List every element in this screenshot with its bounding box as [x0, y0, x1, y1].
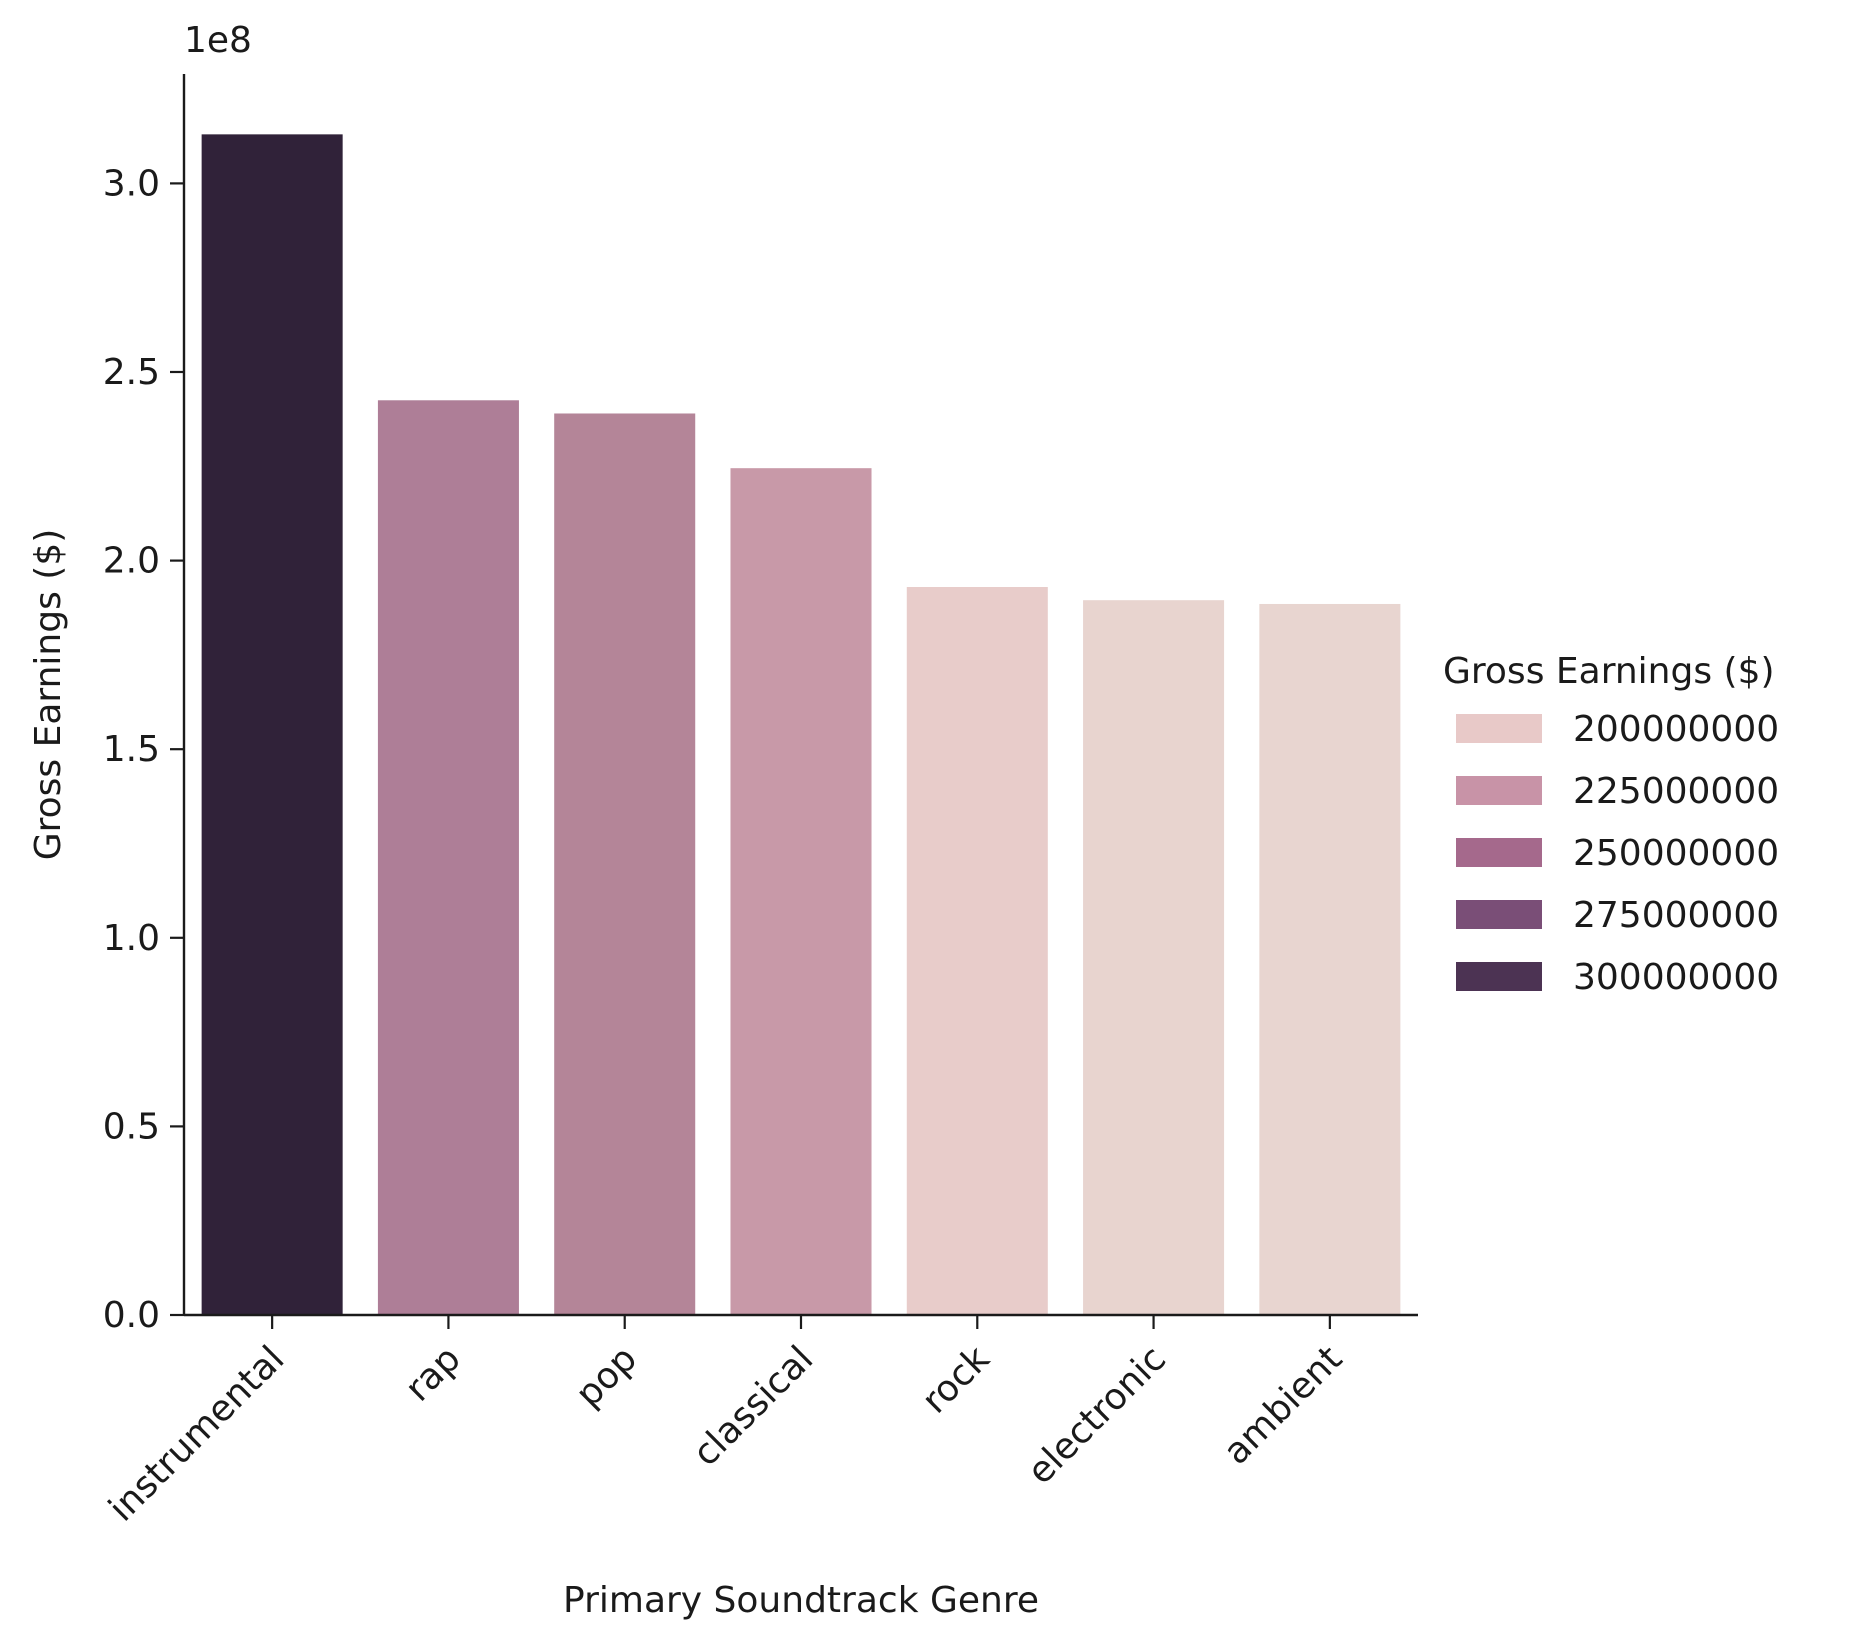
bar-ambient — [1259, 603, 1401, 1315]
legend-entry-label: 200000000 — [1573, 709, 1779, 750]
bar-rock — [906, 586, 1048, 1315]
labels-layer: 1e8 Primary Soundtrack Genre Gross Earni… — [28, 20, 1039, 1621]
bar-instrumental — [201, 134, 343, 1316]
x-tick-label-rock: rock — [914, 1338, 997, 1421]
y-axis-offset-label: 1e8 — [184, 20, 252, 61]
legend-swatch — [1456, 838, 1542, 867]
y-tick-label: 3.0 — [103, 163, 160, 204]
y-tick-label: 1.0 — [103, 918, 160, 959]
x-axis-label: Primary Soundtrack Genre — [563, 1580, 1039, 1621]
x-tick-label-classical: classical — [685, 1338, 821, 1474]
bars-layer — [201, 134, 1401, 1316]
x-tick-label-electronic: electronic — [1020, 1338, 1174, 1492]
x-tick-label-ambient: ambient — [1216, 1338, 1350, 1472]
legend: Gross Earnings ($) 200000000 225000000 250… — [1443, 651, 1779, 998]
legend-entry-label: 225000000 — [1573, 771, 1779, 812]
bar-pop — [554, 413, 696, 1315]
legend-title: Gross Earnings ($) — [1443, 651, 1775, 692]
y-axis-label: Gross Earnings ($) — [28, 529, 69, 861]
x-tick-label-pop: pop — [568, 1338, 645, 1415]
legend-swatch — [1456, 714, 1542, 743]
legend-swatch — [1456, 962, 1542, 991]
bar-rap — [377, 400, 519, 1316]
y-tick-label: 2.0 — [103, 541, 160, 582]
y-tick-label: 0.0 — [103, 1295, 160, 1336]
y-tick-label: 1.5 — [103, 729, 160, 770]
y-tick-label: 2.5 — [103, 352, 160, 393]
x-tick-label-instrumental: instrumental — [101, 1338, 292, 1529]
legend-entry-label: 300000000 — [1573, 957, 1779, 998]
legend-swatch — [1456, 776, 1542, 805]
legend-entry-label: 250000000 — [1573, 833, 1779, 874]
y-tick-label: 0.5 — [103, 1106, 160, 1147]
bar-classical — [730, 468, 872, 1315]
bar-electronic — [1083, 600, 1225, 1315]
legend-entry-label: 275000000 — [1573, 895, 1779, 936]
x-tick-label-rap: rap — [398, 1338, 469, 1409]
legend-swatch — [1456, 900, 1542, 929]
